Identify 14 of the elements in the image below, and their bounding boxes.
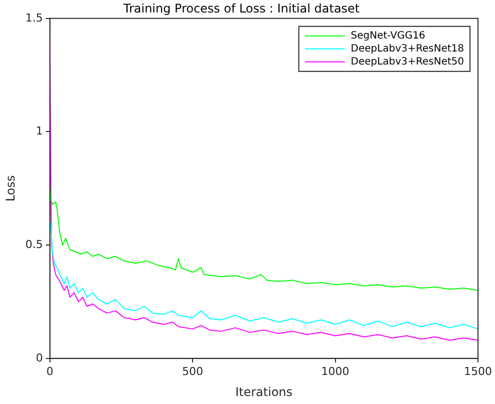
x-tick-label: 500 <box>182 364 204 378</box>
x-tick-label: 0 <box>46 364 54 378</box>
chart-title: Training Process of Loss : Initial dataset <box>122 1 360 16</box>
x-axis-title: Iterations <box>235 384 293 399</box>
y-tick-label: 1.5 <box>25 11 43 24</box>
x-tick-label: 1000 <box>321 364 350 378</box>
legend-label: SegNet-VGG16 <box>350 30 426 42</box>
y-axis-title: Loss <box>3 175 18 202</box>
y-tick-label: 0.5 <box>25 238 43 251</box>
x-tick-label: 1500 <box>464 364 492 378</box>
legend-label: DeepLabv3+ResNet50 <box>350 56 464 68</box>
legend-label: DeepLabv3+ResNet18 <box>350 43 464 54</box>
y-tick-label: 1 <box>36 124 43 138</box>
y-tick-label: 0 <box>36 351 43 364</box>
